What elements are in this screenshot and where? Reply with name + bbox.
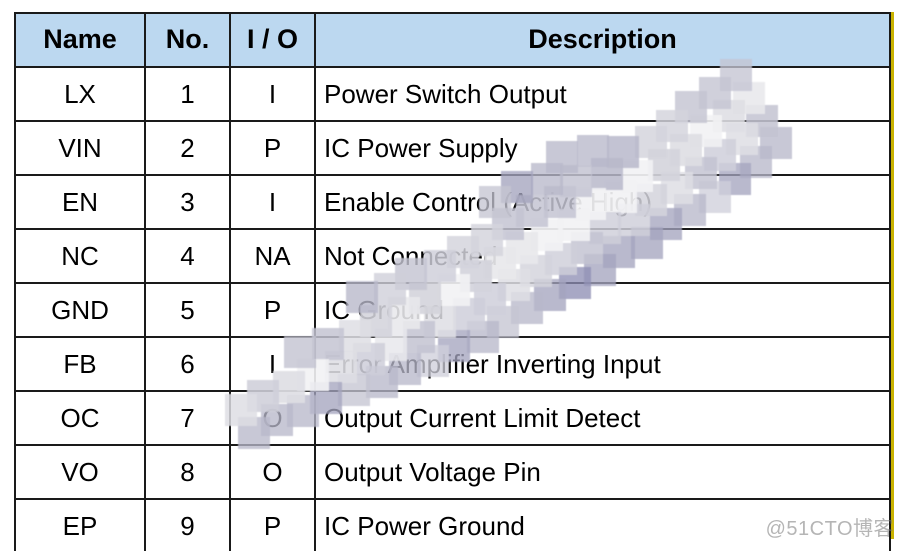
cell-name: FB bbox=[15, 337, 145, 391]
cell-io: I bbox=[230, 337, 315, 391]
cell-name: VO bbox=[15, 445, 145, 499]
cell-description: IC Ground bbox=[315, 283, 890, 337]
table-row: EP9PIC Power Ground bbox=[15, 499, 890, 551]
cell-description: IC Power Supply bbox=[315, 121, 890, 175]
cell-name: EP bbox=[15, 499, 145, 551]
cell-no: 8 bbox=[145, 445, 230, 499]
cell-io: I bbox=[230, 67, 315, 121]
table-row: EN3IEnable Control (Active High) bbox=[15, 175, 890, 229]
cell-name: NC bbox=[15, 229, 145, 283]
pin-description-table: Name No. I / O Description LX1IPower Swi… bbox=[14, 12, 891, 551]
table-row: VIN2PIC Power Supply bbox=[15, 121, 890, 175]
cell-name: OC bbox=[15, 391, 145, 445]
cell-name: LX bbox=[15, 67, 145, 121]
col-header-io: I / O bbox=[230, 13, 315, 67]
cell-description: Error Amplifier Inverting Input bbox=[315, 337, 890, 391]
cell-io: P bbox=[230, 283, 315, 337]
table-row: LX1IPower Switch Output bbox=[15, 67, 890, 121]
cell-name: EN bbox=[15, 175, 145, 229]
cell-io: I bbox=[230, 175, 315, 229]
cell-io: O bbox=[230, 391, 315, 445]
cell-no: 6 bbox=[145, 337, 230, 391]
cell-no: 3 bbox=[145, 175, 230, 229]
table-frame: Name No. I / O Description LX1IPower Swi… bbox=[14, 12, 894, 539]
cell-no: 9 bbox=[145, 499, 230, 551]
cell-description: Output Current Limit Detect bbox=[315, 391, 890, 445]
table-header-row: Name No. I / O Description bbox=[15, 13, 890, 67]
col-header-no: No. bbox=[145, 13, 230, 67]
cell-no: 2 bbox=[145, 121, 230, 175]
cell-no: 7 bbox=[145, 391, 230, 445]
col-header-name: Name bbox=[15, 13, 145, 67]
cell-io: O bbox=[230, 445, 315, 499]
cell-description: Output Voltage Pin bbox=[315, 445, 890, 499]
table-row: FB6IError Amplifier Inverting Input bbox=[15, 337, 890, 391]
cell-description: Enable Control (Active High) bbox=[315, 175, 890, 229]
cell-name: VIN bbox=[15, 121, 145, 175]
cell-description: Power Switch Output bbox=[315, 67, 890, 121]
cell-io: P bbox=[230, 121, 315, 175]
cell-description: IC Power Ground bbox=[315, 499, 890, 551]
cell-no: 5 bbox=[145, 283, 230, 337]
cell-no: 1 bbox=[145, 67, 230, 121]
cell-io: NA bbox=[230, 229, 315, 283]
table-row: NC4NANot Connected bbox=[15, 229, 890, 283]
cell-no: 4 bbox=[145, 229, 230, 283]
table-row: OC7OOutput Current Limit Detect bbox=[15, 391, 890, 445]
table-row: VO8OOutput Voltage Pin bbox=[15, 445, 890, 499]
cell-io: P bbox=[230, 499, 315, 551]
cell-name: GND bbox=[15, 283, 145, 337]
col-header-description: Description bbox=[315, 13, 890, 67]
cell-description: Not Connected bbox=[315, 229, 890, 283]
table-row: GND5PIC Ground bbox=[15, 283, 890, 337]
